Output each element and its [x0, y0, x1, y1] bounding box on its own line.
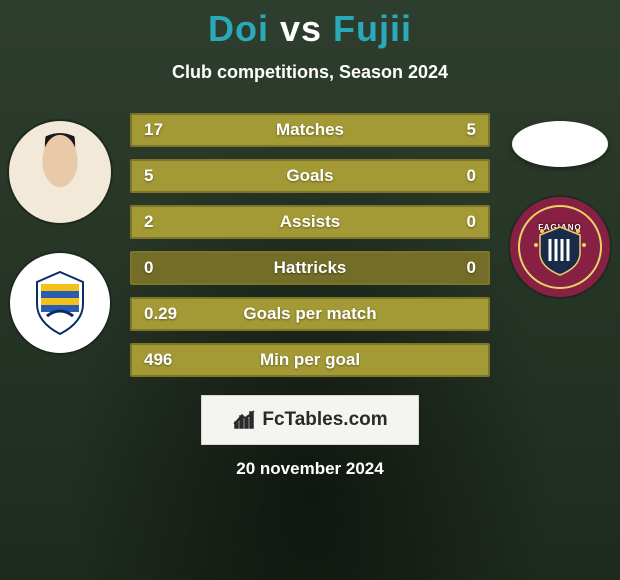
player2-avatar: [512, 121, 608, 167]
stat-label: Goals per match: [132, 304, 488, 324]
chart-icon: [232, 408, 256, 432]
subtitle: Club competitions, Season 2024: [0, 62, 620, 83]
stat-row: 496Min per goal: [130, 343, 490, 377]
page-title: Doi vs Fujii: [0, 0, 620, 50]
comparison-panel: 175Matches 50Goals 20Assists 00Hattricks 0.2…: [0, 113, 620, 377]
stat-row: 20Assists: [130, 205, 490, 239]
montedio-crest-icon: [25, 268, 95, 338]
player1-name: Doi: [208, 8, 269, 49]
stat-row: 0.29Goals per match: [130, 297, 490, 331]
stat-label: Goals: [132, 166, 488, 186]
stat-label: Hattricks: [132, 258, 488, 278]
footer-date: 20 november 2024: [0, 459, 620, 479]
player2-club-badge: FAGIANO: [510, 197, 610, 297]
stat-label: Min per goal: [132, 350, 488, 370]
player1-avatar: [9, 121, 111, 223]
right-column: FAGIANO: [500, 113, 620, 377]
stat-label: Matches: [132, 120, 488, 140]
brand-badge: FcTables.com: [201, 395, 419, 445]
stat-label: Assists: [132, 212, 488, 232]
vs-label: vs: [280, 8, 322, 49]
stats-container: 175Matches 50Goals 20Assists 00Hattricks 0.2…: [120, 113, 500, 377]
left-column: [0, 113, 120, 377]
stat-row: 00Hattricks: [130, 251, 490, 285]
player2-name: Fujii: [333, 8, 412, 49]
brand-text: FcTables.com: [262, 409, 387, 431]
stat-row: 175Matches: [130, 113, 490, 147]
stat-row: 50Goals: [130, 159, 490, 193]
player1-club-badge: [10, 253, 110, 353]
fagiano-crest-icon: [522, 209, 598, 285]
